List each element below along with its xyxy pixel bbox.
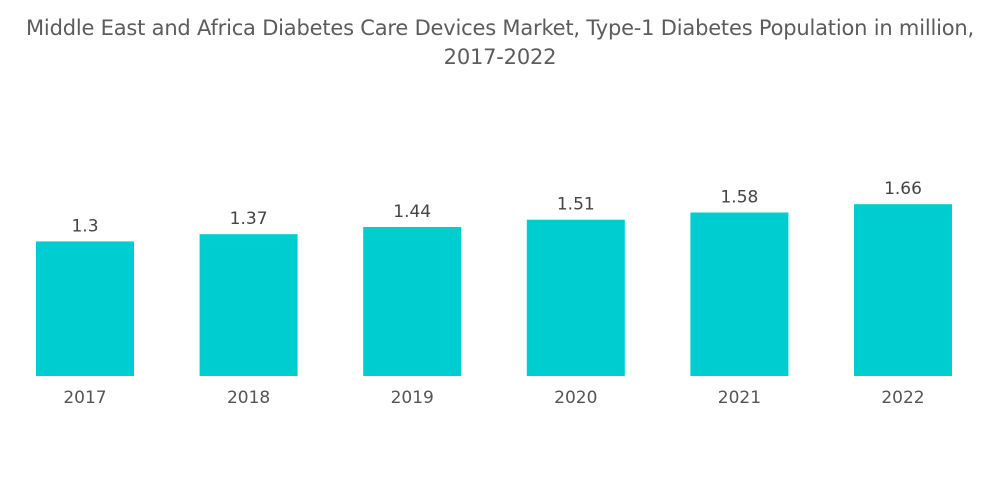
data-labels-group: 1.3 1.37 1.44 1.51 1.58 1.66 — [71, 179, 921, 236]
x-tick-2018: 2018 — [227, 388, 270, 408]
bar-2018 — [199, 234, 298, 376]
bar-2017 — [36, 241, 134, 376]
bar-2019 — [363, 227, 462, 376]
data-label-2019: 1.44 — [393, 202, 431, 222]
chart-title: Middle East and Africa Diabetes Care Dev… — [0, 14, 1000, 72]
bar-2020 — [526, 219, 625, 376]
bar-2022 — [854, 204, 952, 376]
x-tick-2019: 2019 — [391, 388, 434, 408]
x-tick-2021: 2021 — [718, 388, 761, 408]
x-tick-2022: 2022 — [881, 388, 924, 408]
x-tick-2017: 2017 — [63, 388, 106, 408]
chart-title-line-2: 2017-2022 — [443, 45, 557, 69]
x-axis-ticks: 2017 2018 2019 2020 2021 2022 — [63, 388, 924, 408]
bar-2021 — [690, 212, 789, 376]
data-label-2021: 1.58 — [720, 188, 758, 208]
chart-title-line-1: Middle East and Africa Diabetes Care Dev… — [26, 16, 974, 40]
data-label-2017: 1.3 — [71, 216, 98, 236]
data-label-2018: 1.37 — [230, 209, 268, 229]
x-tick-2020: 2020 — [554, 388, 597, 408]
data-label-2020: 1.51 — [557, 195, 595, 215]
bars-group — [36, 204, 952, 376]
data-label-2022: 1.66 — [884, 179, 922, 199]
